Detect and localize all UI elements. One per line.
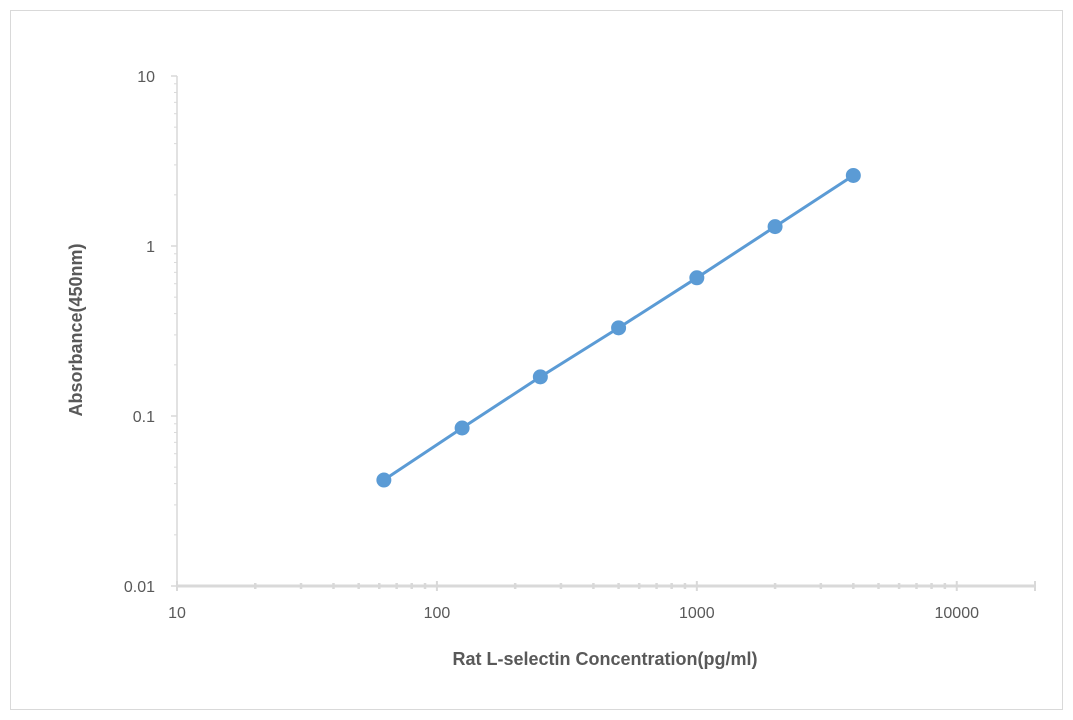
data-point — [532, 369, 548, 385]
chart-frame — [10, 10, 1063, 710]
y-tick-label: 1 — [146, 239, 155, 256]
tick-labels: 0.01 0.1 1 10 10 100 1000 10000 — [124, 69, 979, 622]
data-point — [689, 270, 705, 286]
axes — [176, 76, 1035, 588]
y-axis-title: Absorbance(450nm) — [66, 243, 86, 416]
x-tick-label: 10 — [168, 605, 186, 622]
y-tick-label: 0.01 — [124, 579, 155, 596]
x-tick-label: 1000 — [679, 605, 715, 622]
data-point — [376, 472, 392, 488]
data-point — [454, 420, 470, 436]
x-tick-label: 10000 — [935, 605, 980, 622]
series-layer — [376, 167, 861, 488]
x-tick-label: 100 — [424, 605, 451, 622]
data-point — [845, 167, 861, 183]
ticks — [171, 75, 1036, 591]
y-tick-label: 0.1 — [133, 409, 155, 426]
data-point — [767, 219, 783, 235]
x-axis-title: Rat L-selectin Concentration(pg/ml) — [452, 649, 757, 669]
data-point — [611, 320, 627, 336]
y-tick-label: 10 — [137, 69, 155, 86]
